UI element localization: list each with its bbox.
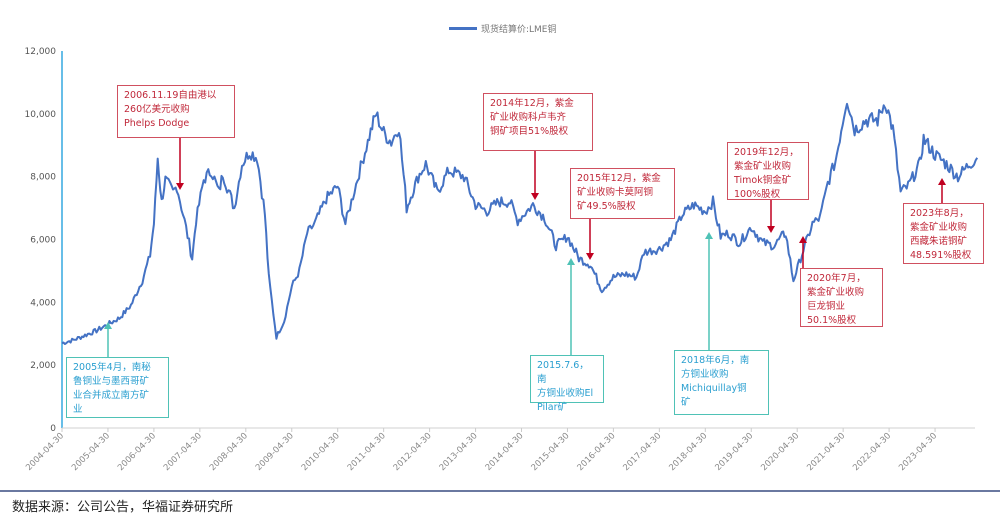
x-tick-label: 2007-04-30 (162, 431, 204, 473)
annotation-2006-phelps-dodge: 2006.11.19自由港以 260亿美元收购 Phelps Dodge (117, 85, 235, 138)
x-tick-label: 2018-04-30 (667, 431, 709, 473)
y-tick-label: 4,000 (30, 298, 56, 308)
arrow-2005-head-icon (104, 322, 112, 329)
arrow-2015-12-head-icon (586, 253, 594, 260)
x-tick-label: 2006-04-30 (116, 431, 158, 473)
price-line-series (61, 102, 979, 345)
legend: 现货结算价:LME铜 (449, 22, 557, 35)
y-tick-label: 8,000 (30, 173, 56, 183)
arrow-2019-head-icon (767, 226, 775, 233)
arrow-2014-head-icon (531, 193, 539, 200)
x-tick-label: 2013-04-30 (438, 431, 480, 473)
x-tick-label: 2015-04-30 (530, 431, 572, 473)
legend-line-swatch (449, 27, 477, 30)
arrow-2018-head-icon (705, 232, 713, 239)
x-tick-label: 2010-04-30 (300, 431, 342, 473)
y-tick-label: 12,000 (25, 47, 57, 57)
arrow-2015-7-head-icon (567, 258, 575, 265)
y-tick-label: 6,000 (30, 236, 56, 246)
x-tick-label: 2022-04-30 (851, 431, 893, 473)
x-tick-label: 2005-04-30 (70, 431, 112, 473)
y-tick-label: 2,000 (30, 361, 56, 371)
arrow-2020-head-icon (799, 236, 807, 243)
annotation-2015-el-pilar: 2015.7.6，南 方铜业收购El Pilar矿 (530, 355, 604, 413)
source-note: 数据来源：公司公告，华福证券研究所 (12, 500, 234, 515)
x-tick-label: 2014-04-30 (484, 431, 526, 473)
arrow-2023-head-icon (938, 178, 946, 185)
legend-label: 现货结算价:LME铜 (481, 25, 557, 35)
x-tick-label: 2017-04-30 (621, 431, 663, 473)
x-tick-label: 2021-04-30 (805, 431, 847, 473)
annotation-2023-zhunuo: 2023年8月， 紫金矿业收购 西藏朱诺铜矿 48.591%股权 (903, 203, 984, 264)
x-tick-label: 2019-04-30 (713, 431, 755, 473)
y-tick-label: 0 (50, 424, 56, 434)
y-tick-label: 10,000 (25, 110, 57, 120)
annotation-2014-kolwezi: 2014年12月，紫金 矿业收购科卢韦齐 铜矿项目51%股权 (483, 93, 593, 151)
x-tick-label: 2023-04-30 (897, 431, 939, 473)
annotation-2018-michiquillay: 2018年6月，南 方铜业收购 Michiquillay铜 矿 (674, 350, 769, 415)
x-tick-label: 2020-04-30 (759, 431, 801, 473)
annotation-2005-southern-copper: 2005年4月，南秘 鲁铜业与墨西哥矿 业合并成立南方矿 业 (66, 357, 169, 418)
x-tick-label: 2012-04-30 (392, 431, 434, 473)
x-tick-label: 2004-04-30 (24, 431, 66, 473)
annotation-2019-timok: 2019年12月， 紫金矿业收购 Timok铜金矿 100%股权 (727, 142, 809, 200)
annotation-2015-kamoa: 2015年12月，紫金 矿业收购卡莫阿铜 矿49.5%股权 (570, 168, 675, 219)
x-tick-label: 2016-04-30 (576, 431, 618, 473)
arrow-2006-head-icon (176, 183, 184, 190)
x-tick-label: 2011-04-30 (346, 431, 388, 473)
annotation-2020-julong: 2020年7月， 紫金矿业收购 巨龙铜业 50.1%股权 (800, 268, 883, 327)
footer-divider (0, 490, 1000, 492)
x-tick-label: 2008-04-30 (208, 431, 250, 473)
x-tick-label: 2009-04-30 (254, 431, 296, 473)
